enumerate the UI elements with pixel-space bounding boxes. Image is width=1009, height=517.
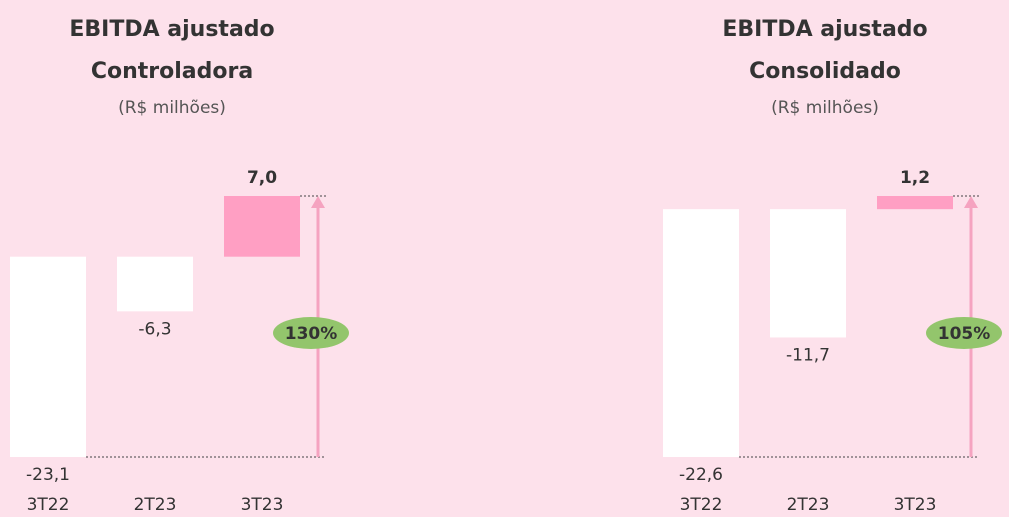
chart-title: EBITDA ajustado	[69, 17, 274, 42]
chart-subtitle: (R$ milhões)	[771, 98, 879, 118]
badge	[273, 317, 349, 349]
chart: EBITDA ajustado Consolidado (R$ milhões) -2…	[663, 17, 1002, 515]
x-tick-label: 3T23	[894, 495, 937, 515]
bar	[117, 256, 193, 312]
value-label: -23,1	[26, 465, 70, 485]
x-tick-label: 3T22	[27, 495, 70, 515]
badge	[926, 317, 1002, 349]
x-tick-label: 2T23	[134, 495, 177, 515]
chart-title-line2: Controladora	[91, 59, 253, 84]
bar	[224, 196, 300, 257]
chart-subtitle: (R$ milhões)	[118, 98, 226, 118]
bar	[663, 209, 739, 457]
arrow-head	[964, 196, 978, 208]
value-label: 7,0	[247, 168, 277, 188]
value-label: 1,2	[900, 168, 930, 188]
bar	[770, 209, 846, 338]
x-tick-label: 2T23	[787, 495, 830, 515]
chart-title-line2: Consolidado	[749, 59, 901, 84]
bar	[10, 256, 86, 457]
x-tick-label: 3T22	[680, 495, 723, 515]
value-label: -6,3	[138, 319, 171, 339]
bar	[877, 196, 953, 210]
arrow-head	[311, 196, 325, 208]
annotation: 105%	[938, 324, 991, 344]
chart: EBITDA ajustado Controladora (R$ milhões) -…	[10, 17, 349, 515]
value-label: -22,6	[679, 465, 723, 485]
x-tick-label: 3T23	[241, 495, 284, 515]
annotation: 130%	[285, 324, 338, 344]
chart-title: EBITDA ajustado	[722, 17, 927, 42]
value-label: -11,7	[786, 345, 830, 365]
